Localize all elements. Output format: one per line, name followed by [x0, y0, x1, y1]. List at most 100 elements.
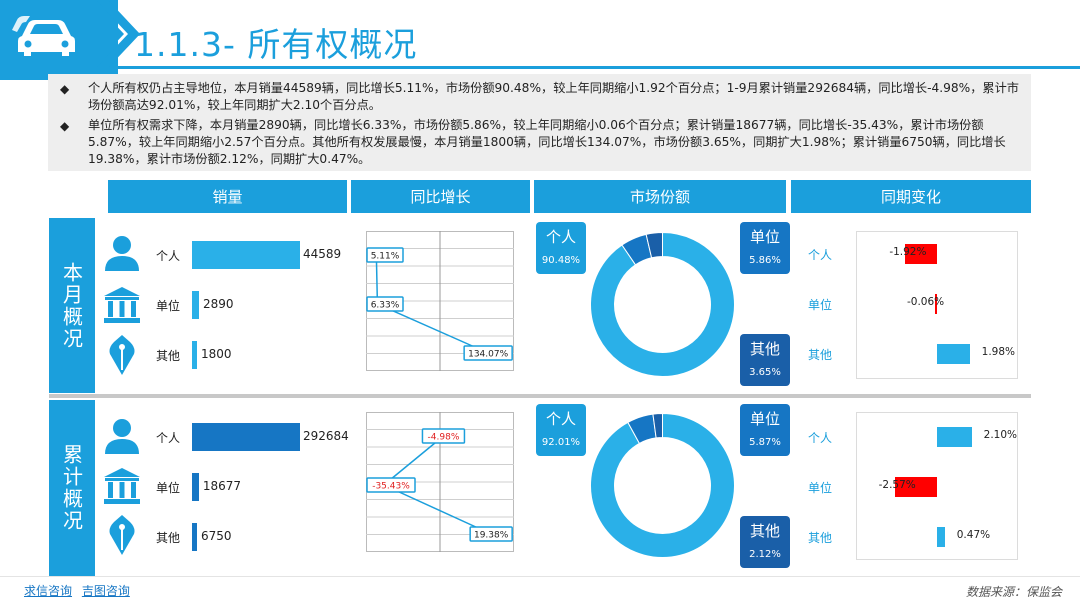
bank-icon	[104, 287, 140, 323]
sales-bar	[192, 523, 197, 551]
donut-slice	[645, 232, 663, 259]
header-chevron	[0, 0, 140, 68]
sales-category-label: 个人	[156, 249, 181, 263]
change-category-label: 其他	[808, 348, 833, 362]
share-tag-value: 3.65%	[749, 367, 781, 378]
footer-link[interactable]: 吉图咨询	[81, 584, 130, 598]
sales-value-label: 1800	[201, 347, 232, 361]
share-donut-cumulative	[590, 413, 735, 558]
share-tag-value: 5.86%	[749, 255, 781, 266]
svg-text:-4.98%: -4.98%	[428, 433, 460, 443]
share-tag: 其他 3.65%	[740, 334, 790, 386]
change-category-label: 个人	[808, 248, 833, 262]
intro-bullet: ◆ 个人所有权仍占主导地位，本月销量44589辆，同比增长5.11%，市场份额9…	[60, 81, 1019, 112]
change-category-label: 单位	[808, 298, 833, 312]
share-tag-value: 5.87%	[749, 437, 781, 448]
change-category-label: 其他	[808, 531, 833, 545]
share-tag: 个人 92.01%	[536, 404, 586, 456]
sales-value-label: 18677	[202, 479, 242, 493]
svg-text:134.07%: 134.07%	[468, 350, 508, 360]
share-tag-category: 其他	[749, 340, 780, 358]
change-bar	[937, 527, 945, 547]
sales-bar	[192, 423, 300, 451]
growth-point: -35.43%	[366, 477, 416, 493]
growth-point: 19.38%	[469, 526, 513, 542]
growth-point: 5.11%	[366, 247, 404, 263]
svg-text:19.38%: 19.38%	[474, 531, 509, 541]
share-tag-value: 90.48%	[541, 255, 581, 266]
sales-category-label: 其他	[156, 349, 181, 363]
row-separator	[49, 394, 1031, 398]
sales-value-label: 2890	[202, 297, 234, 311]
svg-text:-35.43%: -35.43%	[372, 482, 410, 492]
change-value-label: -1.92%	[889, 246, 927, 258]
person-icon	[105, 419, 139, 454]
sales-value-label: 6750	[201, 529, 232, 543]
change-category-label: 单位	[808, 481, 833, 495]
change-value-label: 1.98%	[981, 346, 1016, 358]
share-tag-category: 单位	[749, 228, 780, 246]
intro-bullet: ◆ 单位所有权需求下降，本月销量2890辆，同比增长6.33%，市场份额5.86…	[60, 118, 1006, 166]
change-bar	[935, 294, 937, 314]
growth-point: 134.07%	[463, 345, 513, 361]
svg-text:6.33%: 6.33%	[371, 301, 400, 311]
change-category-label: 个人	[808, 431, 833, 445]
footer-link[interactable]: 求信咨询	[24, 584, 73, 598]
growth-point: 6.33%	[366, 296, 404, 312]
svg-text:5.11%: 5.11%	[371, 252, 400, 262]
share-tag: 其他 2.12%	[740, 516, 790, 568]
pen-nib-icon	[109, 335, 135, 375]
donut-slice	[590, 413, 735, 558]
share-tag: 单位 5.87%	[740, 404, 790, 456]
share-tag-category: 个人	[545, 410, 576, 428]
growth-chart-month: 5.11% 6.33% 134.07%	[366, 231, 514, 371]
row-label-cumulative: 累计概况	[49, 400, 95, 576]
pen-nib-icon	[109, 515, 135, 555]
growth-chart-cumulative: -4.98% -35.43% 19.38%	[366, 412, 514, 552]
sales-category-label: 单位	[156, 299, 181, 313]
sales-bar	[192, 473, 199, 501]
share-tag-category: 其他	[749, 522, 780, 540]
page-title: 1.1.3- 所有权概况	[134, 25, 418, 64]
change-value-label: -0.06%	[907, 296, 945, 308]
share-tag-category: 个人	[545, 228, 576, 246]
col-header-share: 市场份额	[534, 180, 786, 213]
diamond-bullet-icon: ◆	[60, 119, 70, 133]
change-bar	[937, 344, 970, 364]
bank-icon	[104, 468, 140, 504]
col-header-sales: 销量	[108, 180, 347, 213]
data-source: 数据来源：保监会	[965, 585, 1062, 599]
header-rule	[118, 66, 1080, 69]
share-tag: 单位 5.86%	[740, 222, 790, 274]
sales-category-label: 其他	[156, 531, 181, 545]
row-label-month: 本月概况	[49, 218, 95, 393]
col-header-change: 同期变化	[791, 180, 1031, 213]
growth-point: -4.98%	[421, 428, 466, 444]
sales-bar	[192, 291, 199, 319]
change-bar	[894, 477, 937, 497]
footer-links: 求信咨询 吉图咨询	[24, 582, 136, 599]
col-header-growth: 同比增长	[351, 180, 530, 213]
sales-bar	[192, 241, 300, 269]
change-bar	[937, 427, 972, 447]
sales-bar	[192, 341, 197, 369]
share-tag: 个人 90.48%	[536, 222, 586, 274]
footer-rule	[0, 576, 1080, 577]
sales-value-label: 44589	[303, 247, 342, 261]
sales-category-label: 单位	[156, 481, 181, 495]
sales-category-label: 个人	[156, 431, 181, 445]
change-value-label: 2.10%	[983, 429, 1017, 441]
share-tag-value: 92.01%	[541, 437, 581, 448]
change-value-label: 0.47%	[956, 529, 991, 541]
change-value-label: -2.57%	[878, 479, 916, 491]
diamond-bullet-icon: ◆	[60, 82, 70, 96]
donut-slice	[652, 413, 663, 439]
share-tag-category: 单位	[749, 410, 780, 428]
change-bar	[905, 244, 937, 264]
sales-value-label: 292684	[303, 429, 349, 443]
person-icon	[105, 236, 139, 271]
intro-panel: ◆ 个人所有权仍占主导地位，本月销量44589辆，同比增长5.11%，市场份额9…	[48, 74, 1031, 171]
car-icon	[12, 16, 75, 56]
share-tag-value: 2.12%	[749, 549, 781, 560]
donut-slice	[590, 232, 735, 377]
